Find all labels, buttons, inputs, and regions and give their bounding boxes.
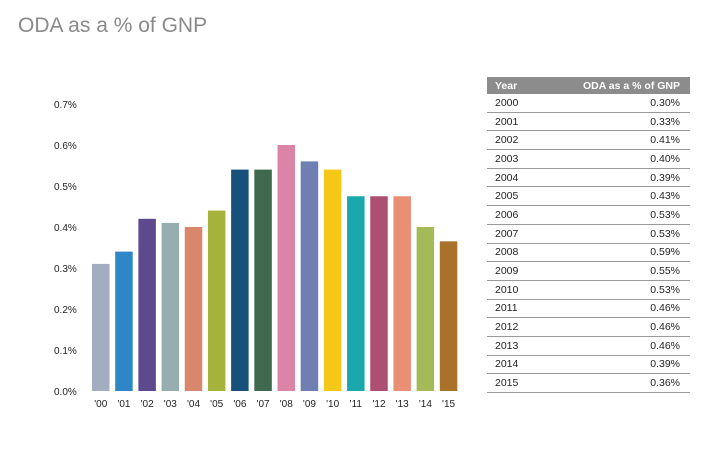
bar — [277, 145, 295, 391]
y-tick-label: 0.1% — [54, 346, 77, 357]
table-cell-value: 0.39% — [536, 355, 690, 375]
table-cell-year: 2011 — [487, 299, 537, 319]
table-row: 2013 0.46% — [487, 336, 690, 356]
bar — [161, 222, 180, 391]
table-cell-year: 2002 — [487, 130, 537, 151]
table-row: 2012 0.46% — [487, 317, 690, 337]
table-cell-year: 2014 — [487, 355, 537, 375]
header-value: ODA as a % of GNP — [536, 77, 690, 94]
bar — [138, 218, 156, 391]
y-tick-label: 0.3% — [54, 264, 77, 275]
x-tick-label: '06 — [233, 399, 246, 410]
table-cell-value: 0.36% — [536, 373, 690, 393]
table-cell-value: 0.53% — [536, 280, 690, 300]
x-tick-label: '08 — [280, 399, 293, 410]
x-tick-label: '10 — [326, 399, 339, 410]
table-row: 2006 0.53% — [487, 205, 690, 225]
table-row: 2015 0.36% — [487, 373, 690, 393]
x-tick-label: '09 — [303, 399, 316, 410]
table-cell-value: 0.39% — [536, 168, 690, 188]
data-table: Year ODA as a % of GNP 2000 0.30% 2001 0.33… — [487, 77, 690, 393]
x-tick-label: '01 — [117, 399, 130, 410]
table-row: 2005 0.43% — [487, 186, 690, 207]
bar — [115, 251, 133, 391]
x-tick-label: '05 — [210, 399, 223, 410]
table-cell-year: 2005 — [487, 186, 537, 207]
bar — [416, 227, 435, 391]
table-header-row: Year ODA as a % of GNP — [487, 77, 690, 94]
bar — [370, 196, 388, 391]
bar — [184, 227, 203, 391]
bar — [231, 169, 249, 391]
table-cell-year: 2006 — [487, 205, 537, 225]
table-row: 2001 0.33% — [487, 112, 690, 132]
y-tick-label: 0.5% — [54, 182, 77, 193]
table-cell-value: 0.46% — [536, 299, 690, 319]
table-row: 2014 0.39% — [487, 355, 690, 375]
table-cell-value: 0.30% — [536, 94, 690, 113]
bars — [92, 145, 458, 391]
table-row: 2010 0.53% — [487, 280, 690, 300]
table-row: 2004 0.39% — [487, 168, 690, 188]
table-cell-year: 2001 — [487, 112, 537, 132]
table-cell-value: 0.33% — [536, 112, 690, 132]
table-cell-value: 0.46% — [536, 317, 690, 337]
table-cell-year: 2013 — [487, 336, 537, 356]
table-cell-year: 2008 — [487, 243, 537, 263]
y-axis: 0.0% 0.1% 0.2% 0.3% 0.4% 0.5% 0.6% 0.7% — [54, 100, 77, 398]
table-cell-value: 0.53% — [536, 205, 690, 225]
x-tick-label: '13 — [396, 399, 409, 410]
x-tick-label: '15 — [442, 399, 455, 410]
bar — [207, 210, 226, 391]
y-tick-label: 0.2% — [54, 305, 77, 316]
bar — [254, 169, 272, 391]
table-cell-value: 0.40% — [536, 149, 690, 169]
bar — [92, 263, 110, 391]
bar — [393, 196, 411, 391]
table-cell-value: 0.55% — [536, 261, 690, 281]
bar — [439, 241, 458, 391]
table-cell-year: 2003 — [487, 149, 537, 169]
table-cell-value: 0.43% — [536, 186, 690, 207]
x-tick-label: '14 — [419, 399, 432, 410]
table-cell-year: 2009 — [487, 261, 537, 281]
table-cell-year: 2012 — [487, 317, 537, 337]
table-row: 2009 0.55% — [487, 261, 690, 281]
x-axis: '00 '01 '02 '03 '04 '05 '06 '07 '08 '09 '10 '11 '12 '… — [94, 399, 455, 410]
table-row: 2008 0.59% — [487, 243, 690, 263]
x-tick-label: '00 — [94, 399, 107, 410]
table-cell-value: 0.59% — [536, 243, 690, 263]
table-cell-value: 0.46% — [536, 336, 690, 356]
x-tick-label: '02 — [141, 399, 154, 410]
x-tick-label: '07 — [257, 399, 270, 410]
bar — [300, 161, 319, 391]
bar — [323, 169, 342, 391]
y-tick-label: 0.7% — [54, 100, 77, 111]
bar-chart: 0.0%0.1%0.2%0.3%0.4%0.5%0.6%0.7% '00'01 '… — [54, 100, 458, 410]
table-row: 2002 0.41% — [487, 130, 690, 151]
table-cell-year: 2004 — [487, 168, 537, 188]
x-tick-label: '12 — [372, 399, 385, 410]
x-tick-label: '03 — [164, 399, 177, 410]
x-tick-label: '11 — [350, 399, 363, 410]
table-cell-year: 2000 — [487, 94, 537, 113]
header-year: Year — [487, 77, 537, 94]
table-body: 2000 0.30% 2001 0.33% 2002 0.41% 2003 0.40% 2004… — [487, 94, 690, 393]
y-tick-label: 0.6% — [54, 141, 77, 152]
table-cell-year: 2010 — [487, 280, 537, 300]
table-cell-year: 2007 — [487, 224, 537, 244]
table-row: 2003 0.40% — [487, 149, 690, 169]
chart-title: ODA as a % of GNP — [18, 14, 208, 37]
table-cell-value: 0.41% — [536, 130, 690, 151]
y-tick-label: 0.4% — [54, 223, 77, 234]
table-cell-value: 0.53% — [536, 224, 690, 244]
table-row: 2007 0.53% — [487, 224, 690, 244]
table-row: 2011 0.46% — [487, 299, 690, 319]
table-cell-year: 2015 — [487, 373, 537, 393]
y-tick-label: 0.0% — [54, 387, 77, 398]
table-row: 2000 0.30% — [487, 94, 690, 113]
bar — [347, 196, 365, 391]
x-tick-label: '04 — [187, 399, 200, 410]
